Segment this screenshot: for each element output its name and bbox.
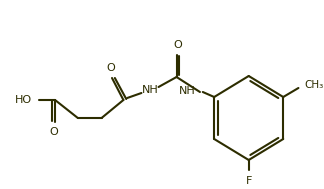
Text: NH: NH [179, 86, 195, 96]
Text: O: O [50, 127, 59, 137]
Text: CH₃: CH₃ [304, 80, 323, 90]
Text: NH: NH [142, 85, 158, 95]
Text: HO: HO [15, 95, 32, 105]
Text: F: F [246, 176, 252, 186]
Text: O: O [173, 40, 182, 50]
Text: O: O [107, 63, 115, 73]
